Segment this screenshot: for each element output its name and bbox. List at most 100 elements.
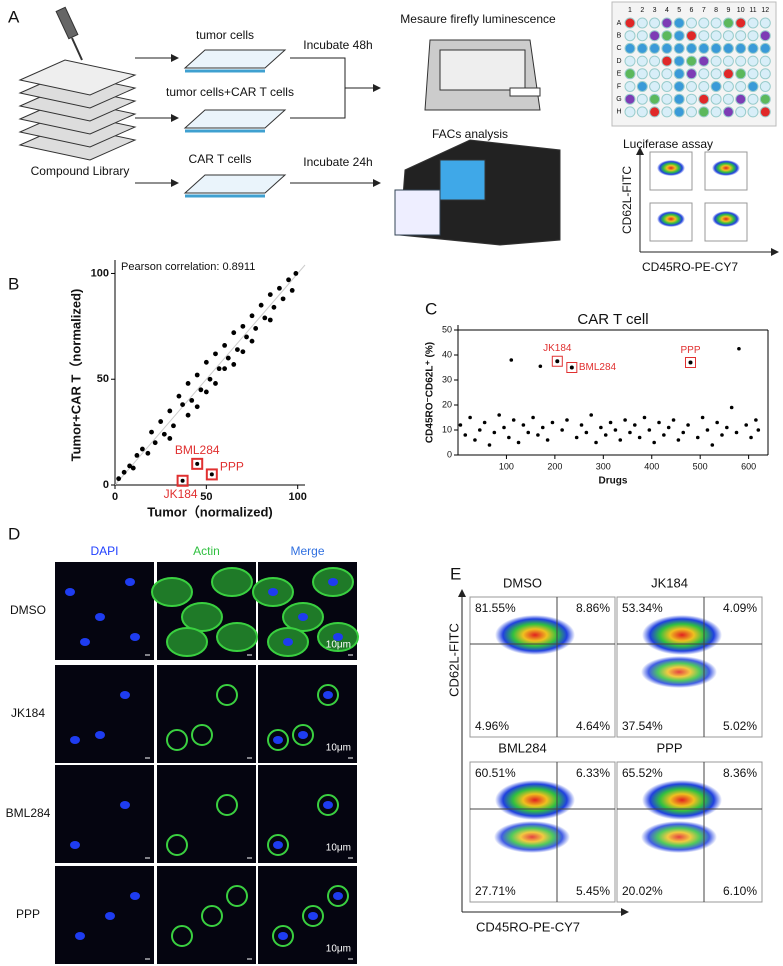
nucleus [278,932,288,940]
highlight-box [551,355,563,367]
well [747,93,759,105]
plate-column: 12 [761,7,769,14]
plate-row: B [617,33,622,40]
well [698,93,710,105]
x-tick-label: 200 [547,461,562,471]
panel-labels: A B C D E [8,7,461,583]
quadrant-value: 6.33% [576,766,610,780]
well [673,81,685,92]
well [722,30,734,42]
point [267,292,273,298]
well [722,55,734,67]
nucleus [333,892,343,900]
plate-column: 6 [690,7,694,14]
quadrant-value: 65.52% [622,766,663,780]
well [673,68,685,80]
point [127,463,133,469]
actin [292,724,314,746]
point [756,428,761,432]
row-label: BML284 [6,806,51,820]
well [686,81,697,92]
point [725,425,729,430]
micrograph [157,765,256,863]
y-tick-label: 100 [91,267,109,279]
point [603,433,608,437]
micrograph [157,665,256,763]
point [647,428,652,432]
well [759,106,771,118]
well [722,81,734,92]
scale-bar: 10μm [326,944,351,955]
well [649,106,661,118]
y-tick-label: 30 [442,374,452,384]
point [130,465,136,471]
point [253,326,259,331]
point [225,355,231,361]
well [661,55,673,67]
plot-title: JK184 [651,575,688,590]
well [747,55,759,67]
actin [181,602,223,632]
x-tick-label: 100 [289,491,307,503]
point [744,423,749,427]
quadrant-value: 8.36% [723,766,757,780]
point [594,440,598,445]
point [194,404,200,410]
well [698,81,710,92]
well [710,106,722,118]
highlight-label: JK184 [164,487,198,501]
well [649,68,661,80]
actin [267,834,289,856]
panel-label: C [425,299,437,318]
x-tick-label: 400 [644,461,659,471]
well [636,17,648,29]
well [759,30,771,42]
plot-title: DMSO [503,575,542,590]
row-label: JK184 [11,706,45,720]
well [624,30,636,42]
point [222,366,228,372]
point [526,430,531,435]
point [213,381,218,386]
point [207,376,213,382]
nucleus [65,588,75,596]
point [671,418,676,422]
x-tick-label: 500 [693,461,708,471]
well [673,106,685,118]
point [565,418,569,422]
highlight-label: JK184 [543,343,572,354]
point [463,433,468,437]
point [715,420,719,425]
actin [267,729,289,751]
nucleus [333,633,343,641]
well [735,68,747,80]
plate-column: 7 [702,7,706,14]
nucleus [273,736,283,744]
point [502,425,506,430]
well [747,17,759,29]
point [584,430,589,435]
point [216,366,222,372]
well [624,81,636,92]
nucleus [120,801,130,809]
point [167,436,173,441]
plot-title: PPP [656,740,682,755]
point [477,428,482,432]
point [521,423,526,427]
highlight-box [176,474,189,487]
highlight-point [688,360,693,365]
point [267,317,273,323]
well [722,17,734,29]
point [468,415,472,420]
well [673,93,685,105]
point [497,413,501,417]
point [662,433,666,437]
point [749,435,753,440]
point [652,440,656,445]
point [189,397,195,403]
well [710,30,722,42]
plate-column: 2 [640,7,644,14]
well [649,81,661,92]
panel-label: E [450,564,461,583]
well [710,42,722,54]
